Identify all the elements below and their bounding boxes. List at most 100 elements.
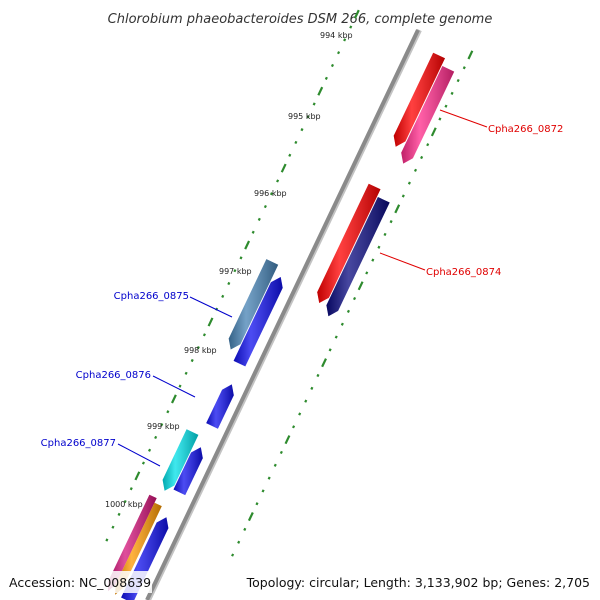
outer-scale-tick (316, 373, 320, 378)
outer-scale-tick (298, 412, 302, 416)
inner-scale-tick (129, 487, 133, 491)
callout-line-0875 (189, 296, 233, 318)
kbp-scale-ticks-outer (231, 50, 474, 557)
outer-scale-tick (261, 489, 265, 493)
inner-scale-tick (233, 269, 237, 273)
inner-scale-tick (111, 525, 115, 529)
inner-scale-tick (105, 538, 109, 542)
outer-scale-tick (321, 358, 327, 368)
callout-line-0877 (117, 443, 161, 467)
gene-label-cpha266-0877[interactable]: Cpha266_0877 (41, 438, 116, 449)
inner-scale-tick (154, 435, 158, 440)
outer-scale-tick (310, 386, 314, 390)
gene-cpha266-0878-shading (108, 494, 157, 592)
gene-cpha266-0877-shading (162, 429, 199, 491)
gene-cpha266-0871-shading (393, 52, 445, 147)
kbp-label-1000: 1000 kbp (105, 500, 143, 509)
outer-scale-tick (371, 258, 375, 262)
outer-scale-tick (353, 296, 357, 301)
inner-scale-tick (202, 333, 206, 337)
inner-scale-tick (207, 317, 214, 327)
outer-scale-tick (467, 50, 474, 60)
gene-cpha266-0877b-shading (173, 447, 203, 496)
gene-features (108, 52, 455, 600)
inner-scale-tick (317, 86, 324, 96)
inner-scale-tick (244, 240, 251, 250)
callout-line-0876 (152, 375, 196, 398)
map-title: Chlorobium phaeobacteroides DSM 266, com… (108, 12, 493, 27)
outer-scale-tick (346, 309, 350, 313)
outer-scale-tick (407, 181, 411, 185)
inner-scale-tick (134, 471, 141, 481)
gene-label-cpha266-0876[interactable]: Cpha266_0876 (76, 370, 151, 381)
outer-scale-tick (430, 127, 437, 137)
outer-scale-tick (401, 194, 405, 198)
outer-scale-tick (284, 435, 291, 445)
outer-scale-tick (450, 91, 454, 95)
inner-scale-tick (330, 63, 334, 68)
outer-scale-tick (420, 155, 424, 160)
kbp-label-996: 996 kbp (254, 189, 287, 198)
inner-scale-tick (196, 346, 200, 350)
outer-scale-tick (357, 281, 364, 291)
outer-scale-tick (365, 271, 369, 275)
inner-scale-tick (221, 294, 225, 298)
inner-scale-tick (343, 38, 347, 42)
outer-scale-tick (247, 512, 254, 522)
inner-scale-tick (178, 384, 182, 388)
inner-scale-tick (227, 281, 231, 286)
inner-scale-tick (306, 115, 310, 119)
gene-cpha266-0875-shading (228, 259, 279, 350)
inner-scale-tick (257, 217, 261, 222)
outer-scale-tick (304, 399, 308, 403)
kbp-label-995: 995 kbp (288, 112, 321, 121)
inner-scale-tick (337, 51, 341, 55)
inner-scale-tick (288, 153, 292, 157)
gene-cpha266-0873-shading (317, 183, 381, 303)
outer-scale-tick (231, 553, 235, 557)
inner-scale-tick (300, 128, 304, 132)
outer-scale-tick (462, 66, 466, 70)
outer-scale-tick (273, 463, 277, 467)
outer-scale-tick (237, 540, 241, 544)
inner-scale-tick (312, 102, 316, 106)
inner-scale-tick (280, 163, 287, 173)
kbp-scale-labels: 994 kbp 995 kbp 996 kbp 997 kbp 998 kbp … (105, 31, 353, 509)
inner-scale-tick (160, 422, 164, 427)
callout-line-0874 (379, 252, 426, 271)
inner-scale-tick (123, 499, 127, 504)
kbp-label-998: 998 kbp (184, 346, 217, 355)
gene-label-cpha266-0875[interactable]: Cpha266_0875 (114, 291, 189, 302)
callout-line-0872 (439, 109, 488, 128)
outer-scale-tick (340, 322, 344, 326)
inner-scale-tick (353, 9, 360, 19)
outer-scale-tick (292, 425, 296, 429)
inner-scale-tick (239, 256, 243, 260)
gene-label-cpha266-0872[interactable]: Cpha266_0872 (488, 124, 563, 135)
outer-scale-tick (334, 335, 338, 339)
inner-scale-tick (166, 410, 170, 414)
outer-scale-tick (243, 527, 247, 532)
outer-scale-tick (444, 104, 448, 108)
inner-scale-tick (294, 140, 298, 145)
kbp-label-997: 997 kbp (219, 267, 252, 276)
gene-cpha266-0875b-shading (233, 277, 283, 367)
outer-scale-tick (413, 168, 418, 172)
gene-callouts: Cpha266_0872 Cpha266_0874 Cpha266_0875 C… (41, 109, 563, 467)
outer-scale-tick (438, 117, 442, 121)
accession-text: Accession: NC_008639 (9, 575, 151, 590)
inner-scale-tick (171, 394, 177, 404)
inner-scale-tick (141, 461, 145, 465)
inner-scale-tick (263, 204, 267, 209)
inner-scale-tick (117, 512, 121, 516)
inner-scale-tick (276, 179, 280, 183)
outer-scale-tick (383, 232, 387, 237)
outer-scale-tick (426, 143, 430, 147)
kbp-label-994: 994 kbp (320, 31, 353, 40)
kbp-label-999: 999 kbp (147, 422, 180, 431)
outer-scale-tick (394, 204, 401, 214)
outer-scale-tick (456, 78, 460, 83)
outer-scale-tick (267, 476, 271, 480)
gene-label-cpha266-0874[interactable]: Cpha266_0874 (426, 267, 501, 278)
